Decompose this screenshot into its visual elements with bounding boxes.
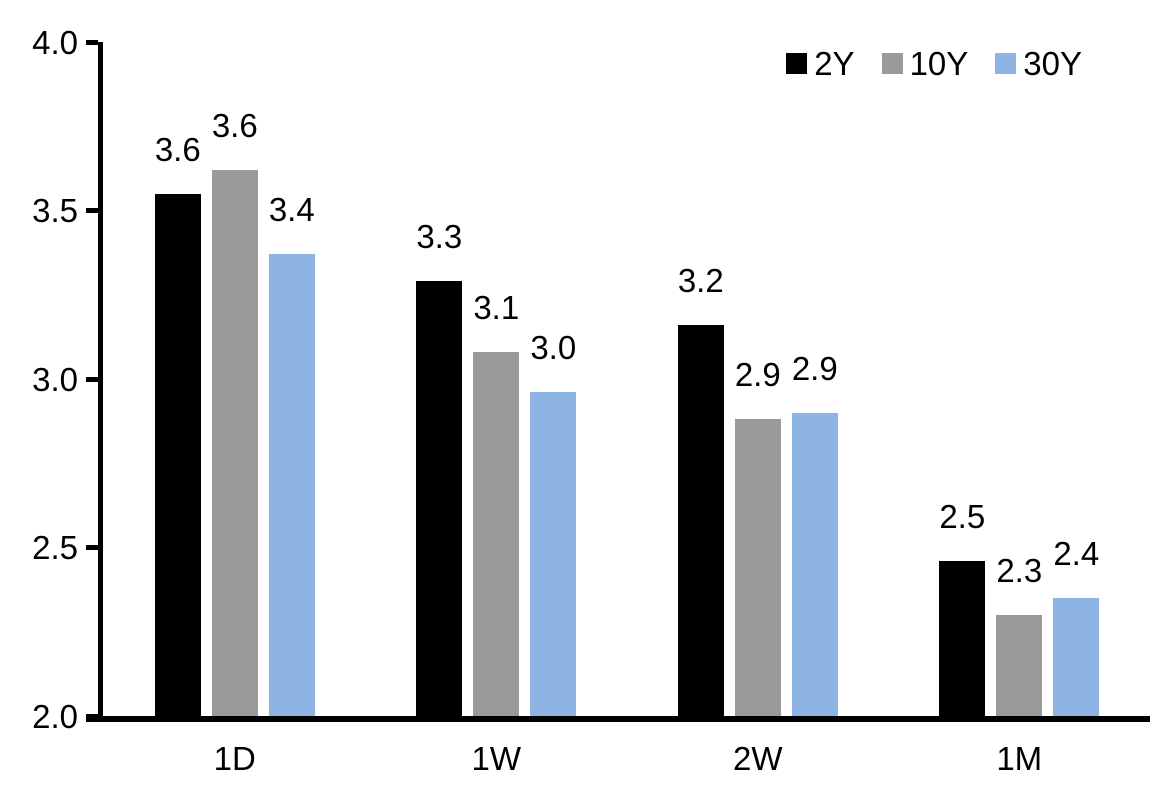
bar-2y-1m [939,560,986,716]
x-category-label-1d: 1D [213,740,256,777]
legend-item-2y: 2Y [786,45,855,82]
bar-label-2y-1w: 3.3 [416,218,463,256]
y-tick-3-0 [86,376,98,382]
y-tick-label-3-0: 3.0 [32,360,78,398]
bar-30y-1m [1053,598,1100,716]
y-tick-label-3-5: 3.5 [32,192,78,229]
bar-label-2y-1m: 2.5 [939,497,986,535]
legend-swatch-30y-icon [995,53,1017,74]
bar-10y-2w [734,419,781,716]
legend-swatch-2y-icon [786,53,808,74]
y-axis-line [98,42,103,716]
y-tick-label-4-0: 4.0 [32,23,78,61]
bar-label-30y-1d: 3.4 [268,191,315,229]
y-tick-2-0 [86,713,98,719]
y-tick-2-5 [86,545,98,550]
x-category-label-1m: 1M [996,740,1043,777]
bar-label-2y-2w: 3.2 [677,262,724,300]
bar-label-30y-1m: 2.4 [1053,535,1100,573]
bar-10y-1d [211,170,258,716]
legend-swatch-10y-icon [881,53,903,74]
bar-label-10y-1d: 3.6 [211,107,258,145]
legend-label-10y: 10Y [909,45,969,82]
legend-label-30y: 30Y [1023,45,1082,82]
x-category-label-2w: 2W [733,740,783,777]
bar-label-30y-2w: 2.9 [791,349,838,387]
legend-item-30y: 30Y [995,47,1082,80]
bar-label-30y-1w: 3.0 [530,329,577,367]
bar-30y-2w [791,412,838,716]
y-tick-4-0 [86,39,98,45]
legend: 2Y 10Y 30Y [786,47,1082,80]
bar-30y-1d [268,254,315,716]
bar-2y-1d [154,193,201,716]
x-axis-line [86,716,1150,722]
bar-10y-1w [473,352,520,716]
bar-2y-2w [677,325,724,716]
bar-label-2y-1d: 3.6 [154,130,201,168]
bar-label-10y-1w: 3.1 [473,289,520,327]
bar-10y-1m [996,614,1043,716]
x-category-label-1w: 1W [471,740,522,777]
bar-label-10y-2w: 2.9 [734,356,781,394]
legend-label-2y: 2Y [814,45,855,82]
y-tick-label-2-5: 2.5 [32,529,78,566]
bar-label-10y-1m: 2.3 [996,551,1043,589]
bar-2y-1w [416,281,463,716]
y-tick-3-5 [86,208,98,213]
legend-item-10y: 10Y [881,45,969,82]
bar-30y-1w [530,392,577,716]
y-tick-label-2-0: 2.0 [32,697,78,735]
